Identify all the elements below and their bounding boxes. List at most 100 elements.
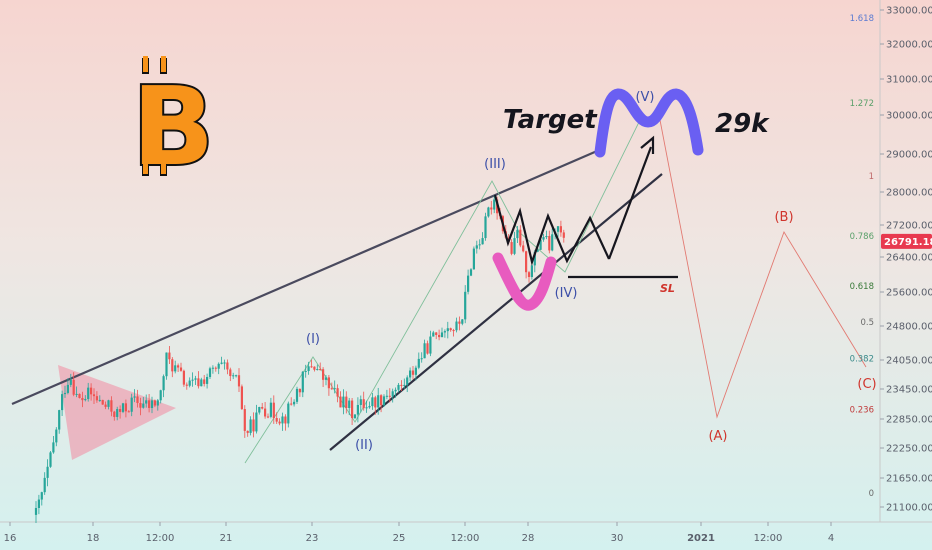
candle — [400, 380, 403, 391]
candle — [275, 412, 278, 424]
price-tick-label: 21650.00 — [886, 474, 932, 485]
candle — [556, 226, 560, 238]
candle — [249, 416, 252, 436]
time-tick-label: 2021 — [687, 533, 715, 544]
candle — [527, 270, 531, 283]
price-tick-label: 30000.00 — [886, 111, 932, 122]
candle — [449, 327, 452, 332]
wave-label-i: (I) — [306, 332, 320, 347]
price-tick-label: 33000.00 — [886, 6, 932, 17]
candle — [467, 269, 470, 295]
candle — [322, 367, 325, 387]
price-axis[interactable]: 21100.00 21650.00 22250.00 22850.00 23450.00… — [880, 6, 932, 514]
candle — [319, 362, 322, 371]
candle — [153, 399, 156, 408]
current-price-badge: 26791.18 — [881, 233, 932, 249]
fib-level-label: 0.5 — [860, 318, 874, 328]
candle — [206, 373, 209, 389]
candle — [87, 382, 90, 402]
candle — [208, 366, 212, 379]
candle — [548, 230, 551, 254]
candle — [342, 389, 345, 415]
wave-label-ii: (II) — [355, 438, 373, 453]
candle — [522, 240, 525, 253]
candle — [107, 399, 110, 410]
stop-loss-label: SL — [660, 282, 675, 295]
lower-trendline — [329, 173, 663, 451]
candle — [162, 374, 165, 398]
wave-label-iv: (IV) — [555, 286, 578, 301]
corrective-wave-path — [659, 119, 867, 419]
candle — [290, 397, 293, 406]
candle — [440, 327, 444, 338]
candle — [185, 382, 188, 390]
candle — [452, 328, 455, 337]
fib-level-label: 0 — [869, 489, 874, 499]
candle — [264, 402, 267, 419]
price-tick-label: 31000.00 — [886, 75, 932, 86]
candle — [382, 394, 386, 407]
price-tick-label: 32000.00 — [886, 40, 932, 51]
time-axis[interactable]: 16 18 12:00 21 23 25 12:00 28 30 2021 12:00 4 — [4, 522, 835, 544]
candle — [493, 195, 496, 214]
price-tick-label: 26400.00 — [886, 253, 932, 264]
candle — [414, 365, 417, 381]
candle — [310, 359, 313, 368]
candle — [420, 352, 423, 363]
time-tick-label: 12:00 — [754, 533, 783, 544]
candle — [301, 371, 304, 398]
candle — [40, 491, 43, 506]
time-tick-label: 23 — [306, 533, 319, 544]
fib-level-label: 0.618 — [850, 282, 874, 292]
candle — [316, 364, 319, 371]
candle — [461, 318, 464, 326]
candle — [49, 450, 52, 468]
candle — [542, 233, 545, 242]
candle — [272, 395, 275, 424]
time-tick-label: 30 — [611, 533, 624, 544]
candle — [397, 382, 400, 393]
wave-label-b: (B) — [774, 210, 793, 225]
candle — [217, 362, 220, 375]
candle — [472, 246, 475, 270]
candle — [63, 385, 67, 398]
candle — [46, 459, 49, 487]
upper-trendline — [11, 146, 605, 406]
candle — [362, 391, 365, 411]
candle — [148, 393, 151, 413]
time-tick-label: 4 — [828, 533, 834, 544]
candle — [359, 395, 362, 413]
fib-level-label: 1.618 — [850, 14, 874, 24]
candle — [446, 321, 449, 339]
candle — [258, 406, 261, 415]
wave-label-c: (C) — [857, 377, 876, 392]
candle — [324, 375, 328, 386]
candle — [229, 367, 232, 382]
candle — [235, 374, 238, 378]
candle — [179, 362, 183, 372]
candle — [475, 240, 478, 254]
fib-level-label: 1 — [869, 172, 874, 182]
candle — [121, 402, 125, 414]
candle — [525, 250, 528, 279]
candle — [165, 352, 168, 380]
candle — [246, 430, 249, 437]
wave-label-v: (V) — [635, 90, 654, 105]
candle — [104, 401, 107, 410]
price-tick-label: 27200.00 — [886, 221, 932, 232]
candle — [345, 391, 348, 414]
candle — [243, 405, 246, 438]
candle — [417, 352, 420, 370]
candle — [307, 361, 310, 375]
candle — [130, 393, 133, 417]
candle — [365, 400, 368, 413]
candle — [66, 378, 69, 395]
projection-arrow-line — [607, 146, 653, 260]
candle — [81, 391, 84, 408]
candle — [119, 405, 122, 419]
candle — [98, 395, 101, 402]
candle — [443, 329, 446, 338]
